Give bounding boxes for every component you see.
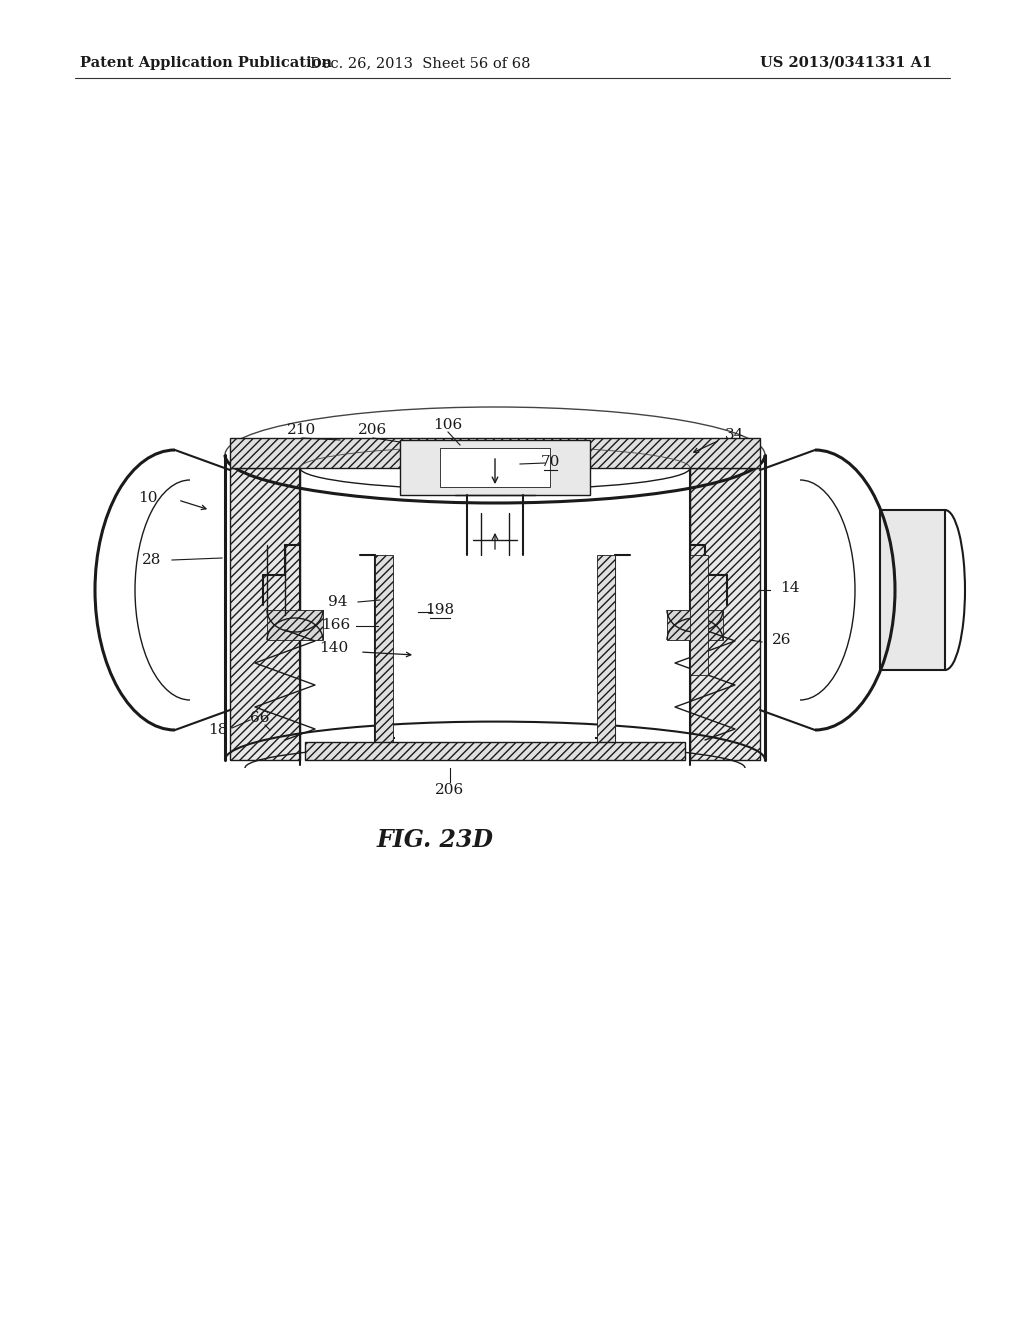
Text: 198: 198 xyxy=(425,603,455,616)
Bar xyxy=(597,554,615,750)
Text: FIG. 23D: FIG. 23D xyxy=(377,828,494,851)
Bar xyxy=(440,447,550,487)
Text: 28: 28 xyxy=(142,553,162,568)
Bar xyxy=(690,554,708,675)
Bar xyxy=(375,554,393,750)
Text: 140: 140 xyxy=(319,642,348,655)
Text: 10: 10 xyxy=(138,491,158,506)
Bar xyxy=(400,440,590,495)
Text: 206: 206 xyxy=(358,422,388,437)
Text: 106: 106 xyxy=(433,418,463,432)
Bar xyxy=(230,469,300,760)
Bar xyxy=(305,742,685,760)
Text: 18: 18 xyxy=(208,723,227,737)
Text: US 2013/0341331 A1: US 2013/0341331 A1 xyxy=(760,55,932,70)
Bar xyxy=(267,610,323,640)
Text: 34: 34 xyxy=(725,428,744,442)
Bar xyxy=(230,438,760,469)
Text: 166: 166 xyxy=(322,618,350,632)
Text: Patent Application Publication: Patent Application Publication xyxy=(80,55,332,70)
Bar xyxy=(302,437,688,469)
Text: 66: 66 xyxy=(250,711,269,725)
Text: 26: 26 xyxy=(772,634,792,647)
Text: 94: 94 xyxy=(329,595,348,609)
Text: 70: 70 xyxy=(541,455,560,469)
Bar xyxy=(667,610,723,640)
Text: 14: 14 xyxy=(780,581,800,595)
Text: 206: 206 xyxy=(435,783,465,797)
Text: Dec. 26, 2013  Sheet 56 of 68: Dec. 26, 2013 Sheet 56 of 68 xyxy=(309,55,530,70)
Text: 210: 210 xyxy=(288,422,316,437)
Bar xyxy=(690,469,760,760)
Bar xyxy=(880,510,945,671)
